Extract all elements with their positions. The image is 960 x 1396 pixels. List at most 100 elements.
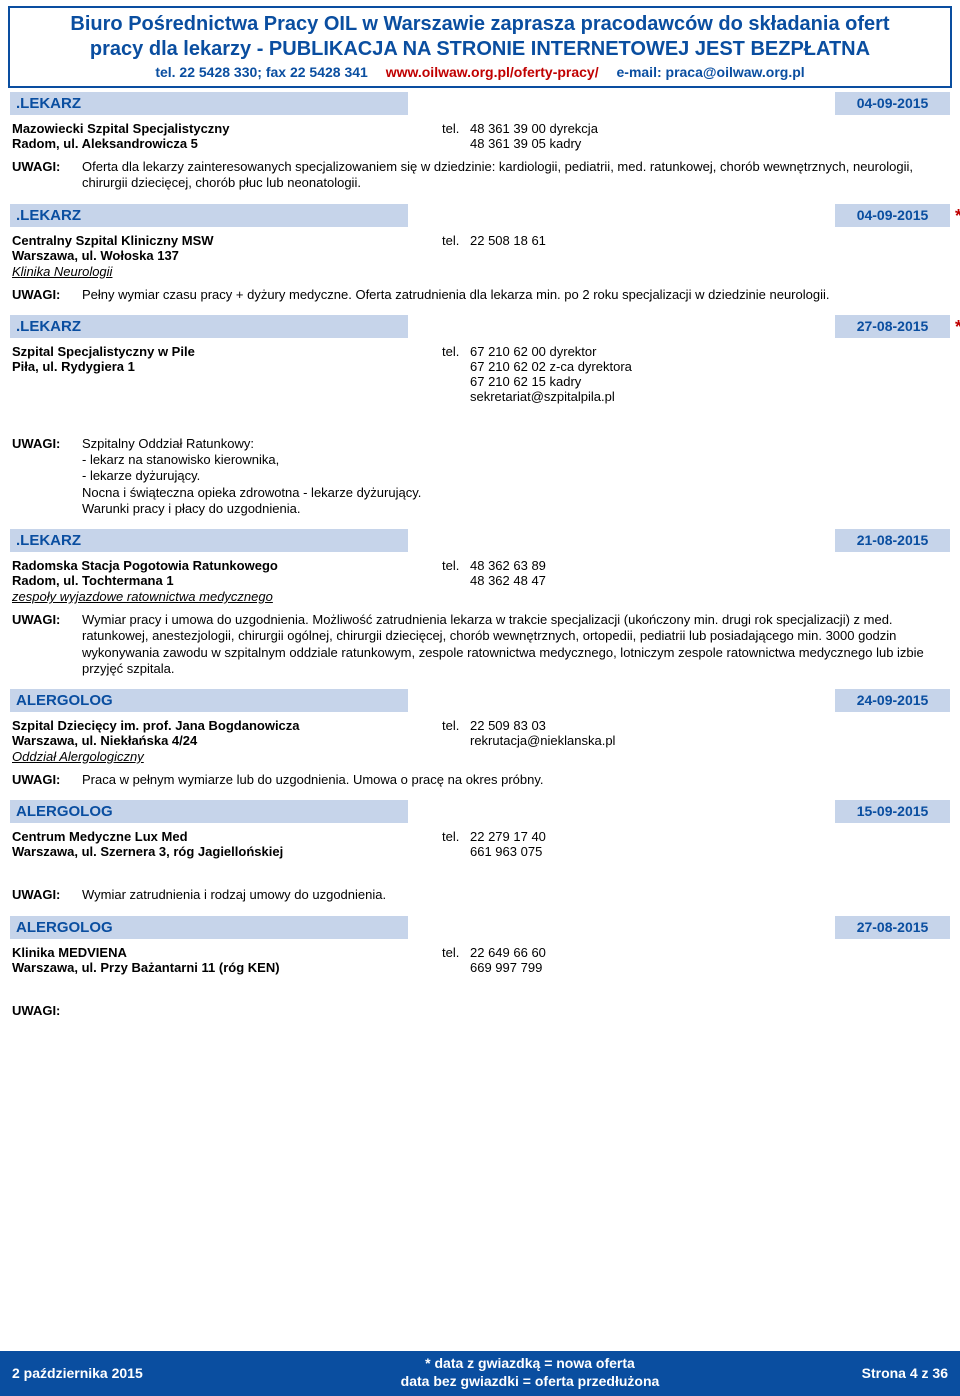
footer-legend-line2: data bez gwiazdki = oferta przedłużona	[272, 1373, 788, 1391]
contact-row: tel.22 509 83 03rekrutacja@nieklanska.pl	[442, 718, 948, 748]
tel-lines: 67 210 62 00 dyrektor67 210 62 02 z-ca d…	[470, 344, 632, 404]
remarks-text: Pełny wymiar czasu pracy + dyżury medycz…	[82, 287, 948, 303]
contact-block: tel.22 649 66 60669 997 799	[442, 945, 948, 975]
org-block: Centrum Medyczne Lux MedWarszawa, ul. Sz…	[12, 829, 442, 859]
org-name: Mazowiecki Szpital Specjalistyczny	[12, 121, 442, 136]
org-block: Centralny Szpital Kliniczny MSWWarszawa,…	[12, 233, 442, 279]
contact-row: tel.22 649 66 60669 997 799	[442, 945, 948, 975]
tel-label: tel.	[442, 344, 470, 404]
contact-row: tel.48 362 63 8948 362 48 47	[442, 558, 948, 588]
listing: .LEKARZ27-08-2015*Szpital Specjalistyczn…	[10, 315, 950, 527]
listing-title: .LEKARZ	[10, 92, 410, 115]
tel-lines: 22 649 66 60669 997 799	[470, 945, 546, 975]
tel-lines: 48 362 63 8948 362 48 47	[470, 558, 546, 588]
listings-container: .LEKARZ 04-09-2015 Mazowiecki Szpital Spec…	[0, 92, 960, 1028]
remarks-row: UWAGI:Oferta dla lekarzy zainteresowanyc…	[12, 159, 948, 192]
listing-date-text: 04-09-2015	[857, 207, 929, 223]
tel-label: tel.	[442, 718, 470, 748]
listing: ALERGOLOG24-09-2015Szpital Dziecięcy im.…	[10, 689, 950, 798]
remarks: UWAGI:Szpitalny Oddział Ratunkowy: - lek…	[10, 410, 950, 527]
contact-block: tel.48 362 63 8948 362 48 47	[442, 558, 948, 604]
listing-head: .LEKARZ21-08-2015	[10, 529, 950, 552]
remarks-row: UWAGI:Praca w pełnym wymiarze lub do uzg…	[12, 772, 948, 788]
tel-line: 22 509 83 03	[470, 718, 615, 733]
star-icon: *	[955, 206, 960, 227]
contact-row: tel.67 210 62 00 dyrektor67 210 62 02 z-…	[442, 344, 948, 404]
page-footer: 2 października 2015 * data z gwiazdką = …	[0, 1351, 960, 1396]
org-address: Radom, ul. Tochtermana 1	[12, 573, 442, 588]
tel-line: 67 210 62 02 z-ca dyrektora	[470, 359, 632, 374]
listing-head: ALERGOLOG15-09-2015	[10, 800, 950, 823]
remarks-row: UWAGI:Pełny wymiar czasu pracy + dyżury …	[12, 287, 948, 303]
listing-date-text: 27-08-2015	[857, 919, 929, 935]
tel-line: 661 963 075	[470, 844, 546, 859]
listing-body: Radomska Stacja Pogotowia RatunkowegoRad…	[10, 552, 950, 610]
spacer	[410, 529, 835, 552]
footer-page: Strona 4 z 36	[788, 1365, 948, 1381]
contact-block: tel.22 279 17 40661 963 075	[442, 829, 948, 859]
tel-line: 22 279 17 40	[470, 829, 546, 844]
header-phone: tel. 22 5428 330; fax 22 5428 341	[155, 64, 368, 80]
header-contact: tel. 22 5428 330; fax 22 5428 341 www.oi…	[18, 64, 942, 80]
org-department: Oddział Alergologiczny	[12, 749, 442, 764]
listing-body: Centralny Szpital Kliniczny MSWWarszawa,…	[10, 227, 950, 285]
org-name: Szpital Specjalistyczny w Pile	[12, 344, 442, 359]
listing: ALERGOLOG27-08-2015Klinika MEDVIENAWarsz…	[10, 916, 950, 1028]
remarks-row: UWAGI:Wymiar pracy i umowa do uzgodnieni…	[12, 612, 948, 677]
remarks-label: UWAGI:	[12, 1003, 82, 1018]
listing-body: Centrum Medyczne Lux MedWarszawa, ul. Sz…	[10, 823, 950, 865]
tel-line: 22 508 18 61	[470, 233, 546, 248]
tel-label: tel.	[442, 558, 470, 588]
tel-label: tel.	[442, 233, 470, 248]
tel-line: 22 649 66 60	[470, 945, 546, 960]
tel-line: rekrutacja@nieklanska.pl	[470, 733, 615, 748]
spacer	[410, 916, 835, 939]
contact-row: tel.22 279 17 40661 963 075	[442, 829, 948, 859]
contact-block: tel.67 210 62 00 dyrektor67 210 62 02 z-…	[442, 344, 948, 404]
page-header: Biuro Pośrednictwa Pracy OIL w Warszawie…	[8, 6, 952, 88]
tel-line: sekretariat@szpitalpila.pl	[470, 389, 632, 404]
org-department: Klinika Neurologii	[12, 264, 442, 279]
remarks: UWAGI:Pełny wymiar czasu pracy + dyżury …	[10, 285, 950, 313]
org-name: Klinika MEDVIENA	[12, 945, 442, 960]
remarks-label: UWAGI:	[12, 772, 82, 788]
tel-lines: 48 361 39 00 dyrekcja48 361 39 05 kadry	[470, 121, 598, 151]
listing-date-text: 21-08-2015	[857, 532, 929, 548]
remarks-label: UWAGI:	[12, 887, 82, 903]
listing-head: .LEKARZ 04-09-2015*	[10, 204, 950, 227]
remarks-text: Oferta dla lekarzy zainteresowanych spec…	[82, 159, 948, 192]
listing-date: 15-09-2015	[835, 800, 950, 823]
header-title-line2: pracy dla lekarzy - PUBLIKACJA NA STRONI…	[18, 37, 942, 62]
tel-lines: 22 509 83 03rekrutacja@nieklanska.pl	[470, 718, 615, 748]
org-block: Mazowiecki Szpital SpecjalistycznyRadom,…	[12, 121, 442, 151]
tel-line: 48 362 63 89	[470, 558, 546, 573]
footer-legend-line1: * data z gwiazdką = nowa oferta	[272, 1355, 788, 1373]
tel-line: 48 361 39 05 kadry	[470, 136, 598, 151]
contact-row: tel.22 508 18 61	[442, 233, 948, 248]
remarks-label: UWAGI:	[12, 612, 82, 677]
listing-title: .LEKARZ	[10, 204, 410, 227]
org-address: Radom, ul. Aleksandrowicza 5	[12, 136, 442, 151]
listing: .LEKARZ21-08-2015Radomska Stacja Pogotow…	[10, 529, 950, 687]
listing-body: Mazowiecki Szpital SpecjalistycznyRadom,…	[10, 115, 950, 157]
listing-body: Szpital Specjalistyczny w PilePiła, ul. …	[10, 338, 950, 410]
listing-head: ALERGOLOG24-09-2015	[10, 689, 950, 712]
listing: ALERGOLOG15-09-2015 Centrum Medyczne Lux …	[10, 800, 950, 913]
header-url: www.oilwaw.org.pl/oferty-pracy/	[386, 64, 599, 80]
org-address: Piła, ul. Rydygiera 1	[12, 359, 442, 374]
listing-date: 04-09-2015*	[835, 204, 950, 227]
remarks-text: Wymiar zatrudnienia i rodzaj umowy do uz…	[82, 887, 948, 903]
remarks-row: UWAGI:	[12, 1003, 948, 1018]
org-address: Warszawa, ul. Wołoska 137	[12, 248, 442, 263]
remarks-text: Wymiar pracy i umowa do uzgodnienia. Moż…	[82, 612, 948, 677]
header-title-line1: Biuro Pośrednictwa Pracy OIL w Warszawie…	[18, 12, 942, 37]
spacer	[410, 92, 835, 115]
listing-date-text: 04-09-2015	[857, 95, 929, 111]
listing-date: 04-09-2015	[835, 92, 950, 115]
contact-row: tel.48 361 39 00 dyrekcja48 361 39 05 ka…	[442, 121, 948, 151]
tel-lines: 22 279 17 40661 963 075	[470, 829, 546, 859]
tel-line: 48 362 48 47	[470, 573, 546, 588]
tel-lines: 22 508 18 61	[470, 233, 546, 248]
remarks: UWAGI:Oferta dla lekarzy zainteresowanyc…	[10, 157, 950, 202]
remarks: UWAGI:	[10, 981, 950, 1028]
